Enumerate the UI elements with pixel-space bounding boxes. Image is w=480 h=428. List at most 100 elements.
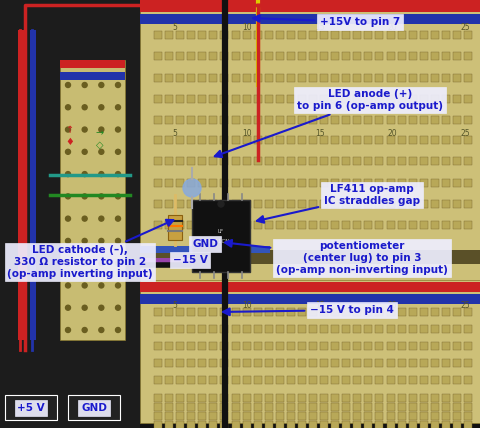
Bar: [331, 221, 339, 229]
Bar: [331, 412, 339, 420]
Bar: [353, 221, 361, 229]
Bar: [386, 376, 395, 384]
Circle shape: [65, 149, 71, 155]
Bar: [331, 52, 339, 60]
Bar: [408, 325, 417, 333]
Bar: [140, 282, 480, 292]
Bar: [386, 359, 395, 367]
Bar: [220, 221, 228, 229]
Bar: [276, 325, 284, 333]
Circle shape: [65, 305, 71, 310]
Bar: [309, 31, 317, 39]
Bar: [464, 221, 472, 229]
Bar: [408, 95, 417, 103]
Bar: [165, 403, 173, 411]
Bar: [386, 412, 395, 420]
Bar: [209, 359, 217, 367]
Bar: [198, 376, 206, 384]
Bar: [176, 74, 184, 81]
Bar: [287, 31, 295, 39]
Bar: [276, 342, 284, 350]
Bar: [464, 403, 472, 411]
Bar: [464, 412, 472, 420]
Bar: [176, 95, 184, 103]
Bar: [431, 116, 439, 124]
Bar: [198, 412, 206, 420]
Bar: [331, 421, 339, 428]
Text: 5: 5: [173, 23, 178, 32]
Bar: [220, 421, 228, 428]
Bar: [397, 178, 406, 187]
Bar: [154, 403, 162, 411]
Bar: [198, 403, 206, 411]
Bar: [154, 136, 162, 144]
Bar: [375, 31, 384, 39]
Bar: [431, 342, 439, 350]
Bar: [176, 178, 184, 187]
Bar: [386, 221, 395, 229]
Bar: [320, 178, 328, 187]
Bar: [364, 95, 372, 103]
Bar: [253, 359, 262, 367]
Bar: [320, 359, 328, 367]
Bar: [198, 325, 206, 333]
Text: →
◇: → ◇: [96, 128, 104, 150]
Text: LED anode (+)
to pin 6 (op-amp output): LED anode (+) to pin 6 (op-amp output): [215, 89, 443, 157]
Bar: [287, 412, 295, 420]
Bar: [253, 31, 262, 39]
Bar: [408, 52, 417, 60]
Bar: [264, 359, 273, 367]
Circle shape: [99, 216, 104, 221]
Bar: [386, 136, 395, 144]
Bar: [209, 31, 217, 39]
Bar: [364, 308, 372, 316]
Bar: [187, 95, 195, 103]
Bar: [242, 394, 251, 402]
Bar: [276, 359, 284, 367]
Bar: [386, 178, 395, 187]
Bar: [287, 403, 295, 411]
Bar: [386, 421, 395, 428]
Bar: [309, 359, 317, 367]
Bar: [242, 31, 251, 39]
Bar: [408, 342, 417, 350]
Bar: [68, 395, 120, 420]
Bar: [397, 200, 406, 208]
Bar: [431, 376, 439, 384]
Circle shape: [116, 105, 120, 110]
Bar: [264, 31, 273, 39]
Bar: [220, 359, 228, 367]
Bar: [353, 74, 361, 81]
Bar: [60, 60, 125, 340]
Bar: [375, 136, 384, 144]
Bar: [397, 221, 406, 229]
Bar: [220, 178, 228, 187]
Bar: [375, 403, 384, 411]
Bar: [408, 116, 417, 124]
Bar: [353, 394, 361, 402]
Bar: [464, 31, 472, 39]
Bar: [364, 116, 372, 124]
Bar: [276, 74, 284, 81]
Bar: [242, 74, 251, 81]
Bar: [242, 412, 251, 420]
Bar: [442, 221, 450, 229]
Bar: [264, 421, 273, 428]
Text: 5: 5: [173, 128, 178, 137]
Bar: [464, 136, 472, 144]
Bar: [231, 403, 240, 411]
Bar: [165, 157, 173, 165]
Text: LF411 op-amp
IC straddles gap: LF411 op-amp IC straddles gap: [257, 184, 420, 223]
Bar: [220, 200, 228, 208]
Bar: [420, 200, 428, 208]
Bar: [187, 403, 195, 411]
Bar: [408, 136, 417, 144]
Bar: [442, 342, 450, 350]
Circle shape: [116, 238, 120, 244]
Bar: [140, 0, 480, 12]
Bar: [442, 421, 450, 428]
Bar: [364, 359, 372, 367]
Bar: [375, 178, 384, 187]
Text: LED cathode (–),
330 Ω resistor to pin 2
(op-amp inverting input): LED cathode (–), 330 Ω resistor to pin 2…: [7, 220, 173, 279]
Bar: [276, 200, 284, 208]
